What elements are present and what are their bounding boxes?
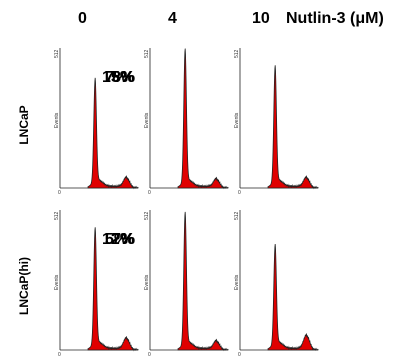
percent-label: 7% (105, 69, 128, 86)
dose-header-4: 4 (168, 10, 177, 27)
y-tick-label-zero: 0 (148, 352, 151, 358)
row-label-lncap: LNCaP (17, 105, 31, 145)
y-tick-label-max: 512 (54, 49, 60, 58)
percent-label: 12% (102, 231, 134, 248)
percent-label: 7% (112, 231, 135, 248)
histogram-panel: 512 0 Events 7% (105, 48, 319, 196)
histogram-panel: 512 0 Events 8% (112, 48, 229, 196)
histogram-panel: 512 0 Events 7% (112, 210, 229, 358)
histogram-panel: 512 0 Events 5% (105, 210, 319, 358)
dose-header-0: 0 (78, 10, 87, 27)
y-tick-label-zero: 0 (58, 190, 61, 196)
y-tick-label-zero: 0 (58, 352, 61, 358)
y-tick-label-max: 512 (234, 49, 240, 58)
percent-label: 8% (112, 69, 135, 86)
row-label-lncap-hi: LNCaP(hi) (17, 257, 31, 315)
treatment-header: Nutlin-3 (μM) (286, 10, 384, 27)
histogram-area (267, 243, 319, 351)
percent-label: 15% (102, 69, 134, 86)
y-axis-label: Events (234, 274, 240, 290)
y-axis-label: Events (144, 274, 150, 290)
histogram-area (267, 65, 319, 190)
y-axis-label: Events (144, 112, 150, 128)
y-axis-label: Events (234, 112, 240, 128)
y-tick-label-zero: 0 (238, 190, 241, 196)
y-tick-label-max: 512 (144, 211, 150, 220)
y-tick-label-max: 512 (54, 211, 60, 220)
histogram-panel: 512 0 Events 15% (54, 48, 139, 196)
histogram-area (87, 227, 139, 352)
histogram-area (177, 211, 229, 352)
y-tick-label-max: 512 (144, 49, 150, 58)
histogram-area (177, 48, 229, 190)
histogram-panel: 512 0 Events 12% (54, 210, 139, 358)
y-axis-label: Events (54, 274, 60, 290)
y-tick-label-max: 512 (234, 211, 240, 220)
percent-label: 5% (105, 231, 128, 248)
y-tick-label-zero: 0 (148, 190, 151, 196)
y-axis-label: Events (54, 112, 60, 128)
dose-header-10: 10 (252, 10, 270, 27)
y-tick-label-zero: 0 (238, 352, 241, 358)
histogram-area (87, 77, 139, 190)
